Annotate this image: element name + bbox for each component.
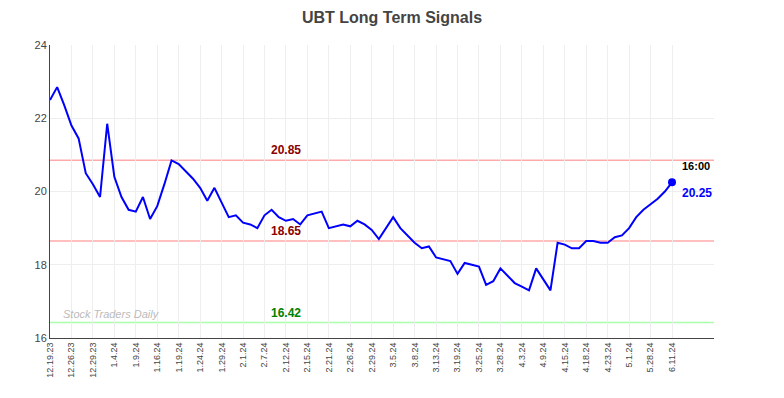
svg-text:3.5.24: 3.5.24: [388, 343, 398, 368]
svg-text:6.11.24: 6.11.24: [667, 343, 677, 372]
svg-text:4.23.24: 4.23.24: [603, 343, 613, 373]
svg-text:2.15.24: 2.15.24: [302, 343, 312, 373]
svg-text:4.15.24: 4.15.24: [560, 343, 570, 373]
svg-text:24: 24: [35, 39, 47, 51]
svg-text:2.26.24: 2.26.24: [345, 343, 355, 373]
svg-text:3.25.24: 3.25.24: [474, 343, 484, 373]
svg-text:2.12.24: 2.12.24: [281, 343, 291, 373]
svg-text:1.24.24: 1.24.24: [195, 343, 205, 373]
svg-text:1.9.24: 1.9.24: [131, 343, 141, 368]
svg-text:20.85: 20.85: [271, 143, 301, 157]
svg-text:4.3.24: 4.3.24: [517, 343, 527, 368]
svg-text:4.18.24: 4.18.24: [581, 343, 591, 373]
svg-text:1.19.24: 1.19.24: [174, 343, 184, 373]
svg-text:5.1.24: 5.1.24: [624, 343, 634, 368]
svg-text:2.29.24: 2.29.24: [367, 343, 377, 373]
svg-text:2.7.24: 2.7.24: [259, 343, 269, 368]
svg-text:4.9.24: 4.9.24: [538, 343, 548, 368]
svg-text:3.19.24: 3.19.24: [452, 343, 462, 373]
svg-text:3.28.24: 3.28.24: [495, 343, 505, 373]
svg-text:18.65: 18.65: [271, 224, 301, 238]
svg-text:12.29.23: 12.29.23: [88, 343, 98, 378]
svg-text:3.13.24: 3.13.24: [431, 343, 441, 373]
svg-text:18: 18: [35, 259, 47, 271]
svg-text:20.25: 20.25: [682, 186, 712, 200]
svg-text:1.29.24: 1.29.24: [217, 343, 227, 373]
svg-text:12.26.23: 12.26.23: [66, 343, 76, 378]
svg-text:2.1.24: 2.1.24: [238, 343, 248, 368]
svg-text:5.28.24: 5.28.24: [645, 343, 655, 373]
svg-text:20: 20: [35, 185, 47, 197]
svg-text:16:00: 16:00: [682, 160, 710, 172]
svg-text:2.21.24: 2.21.24: [324, 343, 334, 373]
svg-text:12.19.23: 12.19.23: [45, 343, 55, 378]
svg-text:3.8.24: 3.8.24: [410, 343, 420, 368]
svg-text:16: 16: [35, 332, 47, 344]
svg-text:Stock Traders Daily: Stock Traders Daily: [63, 308, 160, 320]
svg-text:1.4.24: 1.4.24: [109, 343, 119, 368]
svg-text:16.42: 16.42: [271, 306, 301, 320]
svg-text:22: 22: [35, 112, 47, 124]
svg-text:UBT Long Term Signals: UBT Long Term Signals: [302, 9, 482, 26]
svg-text:1.16.24: 1.16.24: [152, 343, 162, 373]
